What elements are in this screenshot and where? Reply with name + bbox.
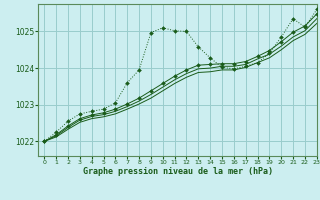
X-axis label: Graphe pression niveau de la mer (hPa): Graphe pression niveau de la mer (hPa)	[83, 167, 273, 176]
